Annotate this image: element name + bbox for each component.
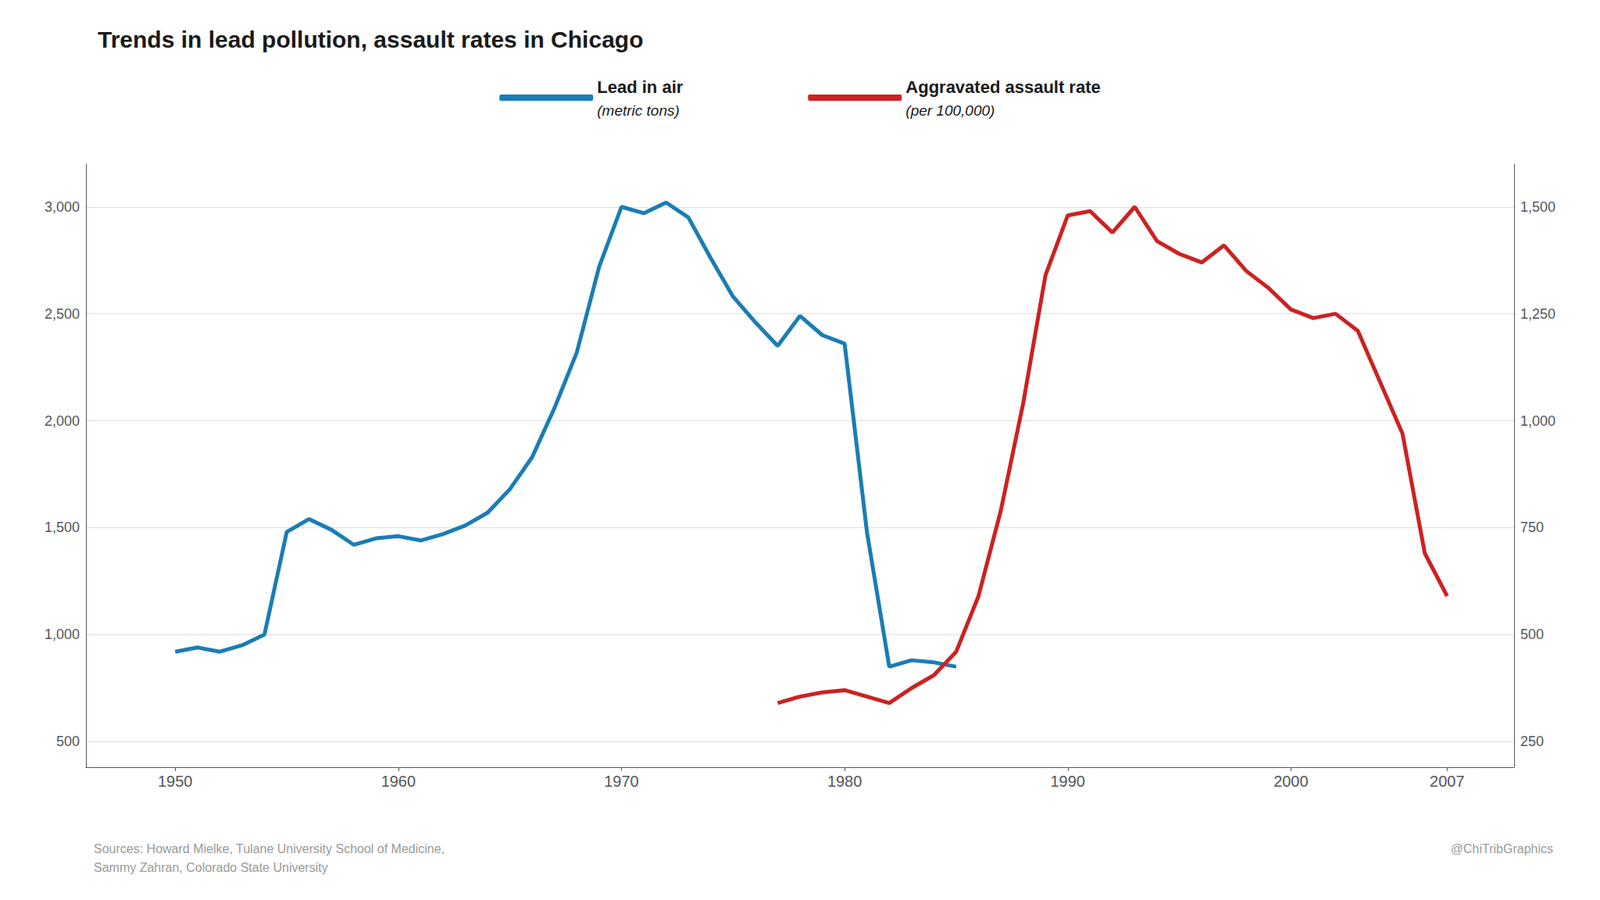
svg-text:1980: 1980 (827, 772, 863, 790)
svg-text:1990: 1990 (1050, 772, 1086, 790)
svg-text:1,000: 1,000 (1520, 413, 1556, 429)
svg-text:1,500: 1,500 (44, 519, 80, 536)
svg-text:2000: 2000 (1273, 772, 1309, 790)
svg-text:@ChiTribGraphics: @ChiTribGraphics (1450, 842, 1554, 856)
svg-text:Lead in air: Lead in air (596, 77, 683, 97)
svg-text:500: 500 (56, 733, 80, 750)
svg-text:2,000: 2,000 (44, 413, 80, 429)
svg-text:Trends in lead pollution, assa: Trends in lead pollution, assault rates … (97, 26, 643, 53)
svg-text:(per 100,000): (per 100,000) (905, 102, 995, 119)
svg-text:1950: 1950 (157, 772, 193, 790)
svg-text:500: 500 (1520, 626, 1544, 643)
svg-text:2,500: 2,500 (44, 306, 80, 322)
svg-text:Aggravated assault rate: Aggravated assault rate (905, 77, 1100, 97)
svg-text:1970: 1970 (603, 772, 640, 790)
svg-text:1,250: 1,250 (1520, 306, 1556, 322)
svg-text:1,000: 1,000 (44, 626, 80, 643)
svg-text:2007: 2007 (1429, 772, 1465, 790)
svg-text:250: 250 (1520, 733, 1544, 750)
svg-text:3,000: 3,000 (44, 199, 80, 215)
svg-text:(metric tons): (metric tons) (596, 102, 680, 119)
svg-text:1960: 1960 (381, 772, 417, 790)
svg-text:Sources: Howard Mielke, Tulane: Sources: Howard Mielke, Tulane Universit… (93, 842, 445, 856)
svg-text:Sammy Zahran, Colorado State U: Sammy Zahran, Colorado State University (93, 860, 329, 875)
svg-text:750: 750 (1520, 519, 1544, 536)
svg-text:1,500: 1,500 (1520, 199, 1556, 215)
